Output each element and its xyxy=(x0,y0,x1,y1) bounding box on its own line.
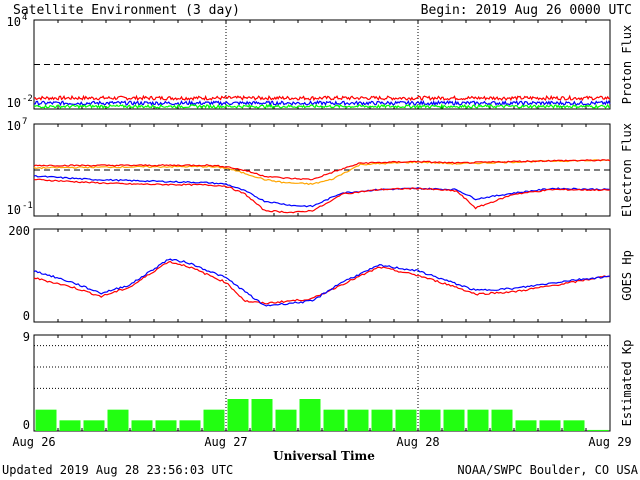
kp-bar xyxy=(251,399,273,431)
kp-bar xyxy=(515,420,537,431)
goes-panel: 200 0 GOES Hp xyxy=(8,224,634,323)
kp-bar xyxy=(419,409,441,431)
kp-bar xyxy=(59,420,81,431)
kp-panel: 9 0 Estimated Kp Aug 26 Aug 27 Aug 28 Aug 29 xyxy=(12,330,634,449)
kp-bar xyxy=(83,420,105,431)
kp-bar xyxy=(299,399,321,431)
proton-series-red-line xyxy=(33,94,611,102)
kp-bar xyxy=(563,420,585,431)
electron-y-tick-exponent: -1 xyxy=(22,201,33,211)
proton-series-green-line xyxy=(33,103,611,110)
goes-y-axis-label: GOES Hp xyxy=(620,250,634,301)
x-axis-label: Universal Time xyxy=(273,449,375,463)
kp-y-tick-label: 9 xyxy=(23,330,30,344)
proton-frame xyxy=(33,19,611,110)
electron-series-red-line xyxy=(33,178,611,214)
proton-y-tick-exponent: 4 xyxy=(22,13,27,23)
proton-y-tick-label: 10 xyxy=(7,96,21,110)
electron-y-tick-label: 10 xyxy=(7,203,21,217)
goes-series-red-line xyxy=(33,260,611,305)
kp-bar xyxy=(323,409,345,431)
kp-bar xyxy=(539,420,561,431)
kp-y-axis-label: Estimated Kp xyxy=(620,340,634,427)
x-tick-label: Aug 26 xyxy=(12,435,55,449)
electron-y-tick-label: 10 xyxy=(7,119,21,133)
kp-bar xyxy=(491,409,513,431)
kp-bar xyxy=(371,409,393,431)
goes-y-tick-label: 0 xyxy=(23,309,30,323)
x-tick-label: Aug 27 xyxy=(204,435,247,449)
kp-bar xyxy=(347,409,369,431)
kp-bar xyxy=(275,409,297,431)
proton-panel: 10 410 -2 Proton Flux xyxy=(7,13,634,110)
kp-bar xyxy=(467,409,489,431)
chart-title: Satellite Environment (3 day) xyxy=(13,3,240,18)
kp-bar xyxy=(179,420,201,431)
begin-time: Begin: 2019 Aug 26 0000 UTC xyxy=(421,3,632,18)
proton-y-tick-label: 10 xyxy=(7,15,21,29)
kp-bar xyxy=(227,399,249,431)
kp-bar xyxy=(131,420,153,431)
goes-frame xyxy=(33,228,611,323)
electron-y-axis-label: Electron Flux xyxy=(620,123,634,217)
kp-bar xyxy=(107,409,129,431)
updated-timestamp: Updated 2019 Aug 28 23:56:03 UTC xyxy=(2,463,233,477)
kp-y-tick-label: 0 xyxy=(23,418,30,432)
kp-bar xyxy=(443,409,465,431)
electron-panel: 10 710 -1 Electron Flux xyxy=(7,117,634,217)
kp-bar xyxy=(587,429,609,431)
electron-series-blue-line xyxy=(33,174,611,208)
kp-bar xyxy=(203,409,225,431)
x-tick-label: Aug 28 xyxy=(396,435,439,449)
kp-bar xyxy=(155,420,177,431)
goes-y-tick-label: 200 xyxy=(8,224,30,238)
proton-y-tick-exponent: -2 xyxy=(22,94,33,104)
credit-text: NOAA/SWPC Boulder, CO USA xyxy=(457,463,638,477)
proton-series-blue-line xyxy=(33,99,611,107)
x-tick-label: Aug 29 xyxy=(588,435,631,449)
kp-bar xyxy=(395,409,417,431)
goes-series-blue-line xyxy=(33,258,611,307)
electron-series-red-line xyxy=(33,159,611,181)
electron-series-orange-line xyxy=(33,159,611,186)
electron-y-tick-exponent: 7 xyxy=(22,117,27,127)
kp-bar xyxy=(35,409,57,431)
proton-y-axis-label: Proton Flux xyxy=(620,25,634,104)
